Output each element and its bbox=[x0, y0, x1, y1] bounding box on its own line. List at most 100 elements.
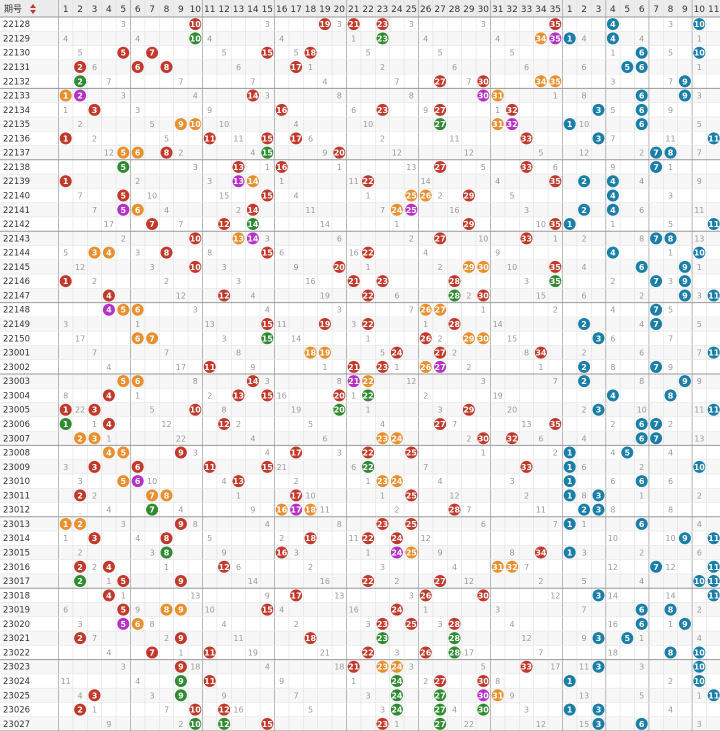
back-ball-number: 4 bbox=[610, 249, 616, 258]
back-ball-number: 3 bbox=[596, 334, 602, 343]
front-ball-number: 1 bbox=[63, 520, 69, 529]
back-ball bbox=[650, 232, 663, 245]
front-ball-number: 10 bbox=[190, 234, 202, 243]
missing-count: 4 bbox=[106, 506, 111, 515]
front-ball-number: 6 bbox=[135, 206, 141, 215]
front-ball bbox=[131, 146, 144, 159]
missing-count: 17 bbox=[464, 648, 474, 657]
front-ball-number: 24 bbox=[391, 434, 403, 443]
period-label: 22144 bbox=[3, 249, 30, 259]
missing-count: 12 bbox=[550, 591, 560, 600]
front-ball bbox=[102, 446, 115, 459]
back-ball bbox=[621, 60, 634, 73]
front-ball-number: 15 bbox=[262, 192, 274, 201]
missing-count: 12 bbox=[449, 491, 459, 500]
back-ball-number: 10 bbox=[694, 677, 706, 686]
missing-count: 9 bbox=[250, 363, 255, 372]
front-ball-number: 20 bbox=[334, 263, 346, 272]
front-ball bbox=[232, 475, 245, 488]
back-ball-number: 6 bbox=[639, 63, 645, 72]
front-ball-number: 12 bbox=[219, 220, 230, 229]
front-ball-number: 12 bbox=[219, 706, 230, 715]
missing-count: 12 bbox=[75, 263, 85, 272]
back-ball-number: 9 bbox=[682, 263, 688, 272]
front-ball bbox=[102, 389, 115, 402]
front-ball-number: 6 bbox=[135, 477, 141, 486]
front-ball bbox=[131, 460, 144, 473]
front-ball-number: 25 bbox=[406, 206, 418, 215]
back-ball-number: 5 bbox=[625, 63, 631, 72]
back-ball-number: 5 bbox=[625, 449, 631, 458]
front-ball bbox=[390, 432, 403, 445]
front-ball-number: 28 bbox=[449, 506, 461, 515]
missing-count: 9 bbox=[610, 163, 615, 172]
missing-count: 2 bbox=[697, 491, 702, 500]
front-ball bbox=[131, 60, 144, 73]
missing-count: 2 bbox=[236, 206, 241, 215]
row-stripe bbox=[0, 402, 720, 417]
front-ball-number: 31 bbox=[492, 563, 504, 572]
front-ball-number: 30 bbox=[478, 591, 490, 600]
period-label: 23017 bbox=[3, 577, 30, 587]
front-ball-number: 35 bbox=[550, 20, 562, 29]
missing-count: 5 bbox=[481, 163, 486, 172]
missing-count: 10 bbox=[507, 263, 517, 272]
back-ball bbox=[664, 232, 677, 245]
missing-count: 16 bbox=[305, 277, 315, 286]
missing-count: 7 bbox=[697, 349, 702, 358]
back-ball bbox=[678, 375, 691, 388]
missing-count: 5 bbox=[668, 220, 673, 229]
missing-count: 4 bbox=[610, 306, 615, 315]
missing-count: 2 bbox=[135, 177, 140, 186]
front-ball-number: 23 bbox=[377, 477, 388, 486]
front-ball-number: 24 bbox=[391, 706, 403, 715]
front-number-header: 5 bbox=[120, 5, 126, 15]
missing-count: 8 bbox=[495, 677, 500, 686]
missing-count: 5 bbox=[150, 406, 155, 415]
missing-count: 4 bbox=[265, 449, 270, 458]
front-ball bbox=[462, 332, 475, 345]
missing-count: 11 bbox=[536, 506, 546, 515]
missing-count: 5 bbox=[63, 249, 68, 258]
front-ball-number: 34 bbox=[535, 349, 547, 358]
front-ball-number: 2 bbox=[77, 92, 83, 101]
missing-count: 13 bbox=[694, 234, 704, 243]
period-label: 23021 bbox=[3, 634, 30, 644]
front-ball bbox=[549, 417, 562, 430]
front-ball bbox=[189, 717, 202, 730]
missing-count: 1 bbox=[697, 263, 702, 272]
front-ball-number: 21 bbox=[348, 663, 360, 672]
front-ball-number: 5 bbox=[121, 206, 127, 215]
sort-icon[interactable] bbox=[30, 4, 36, 14]
period-label: 23006 bbox=[3, 420, 30, 430]
front-ball bbox=[304, 346, 317, 359]
missing-count: 14 bbox=[248, 577, 258, 586]
missing-count: 10 bbox=[363, 120, 373, 129]
missing-count: 2 bbox=[610, 420, 615, 429]
back-ball bbox=[592, 332, 605, 345]
missing-count: 3 bbox=[121, 520, 126, 529]
back-ball-number: 9 bbox=[682, 534, 688, 543]
back-ball bbox=[592, 717, 605, 730]
back-number-header: 5 bbox=[624, 5, 630, 15]
front-ball-number: 11 bbox=[204, 463, 216, 472]
front-ball bbox=[88, 103, 101, 116]
missing-count: 3 bbox=[438, 620, 443, 629]
front-ball-number: 5 bbox=[121, 377, 127, 386]
missing-count: 8 bbox=[337, 92, 342, 101]
front-ball-number: 27 bbox=[435, 106, 446, 115]
back-ball bbox=[678, 617, 691, 630]
front-ball-number: 8 bbox=[164, 549, 170, 558]
front-ball-number: 29 bbox=[463, 263, 475, 272]
front-ball bbox=[405, 546, 418, 559]
front-ball-number: 28 bbox=[449, 291, 461, 300]
front-ball bbox=[462, 403, 475, 416]
missing-count: 16 bbox=[277, 391, 287, 400]
front-ball bbox=[74, 432, 87, 445]
missing-count: 2 bbox=[236, 420, 241, 429]
front-ball-number: 6 bbox=[135, 306, 141, 315]
missing-count: 1 bbox=[639, 634, 644, 643]
back-ball bbox=[635, 517, 648, 530]
back-ball-number: 3 bbox=[596, 134, 602, 143]
back-ball-number: 10 bbox=[694, 463, 706, 472]
